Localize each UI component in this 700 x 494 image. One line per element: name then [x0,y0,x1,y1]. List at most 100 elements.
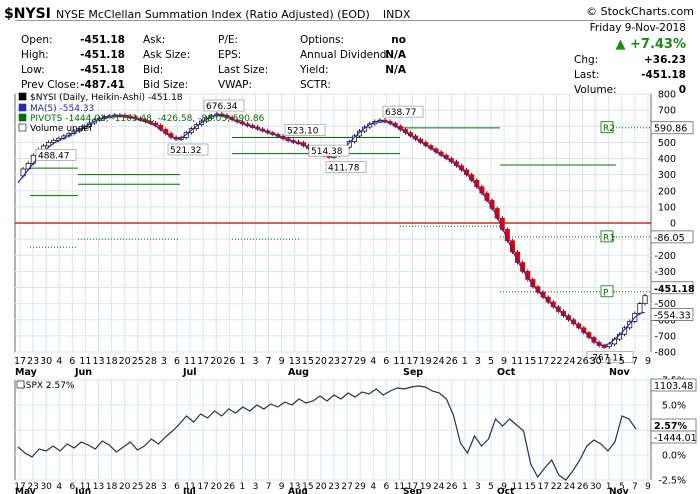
x-tick-label: 23 [328,356,340,367]
spx-month-label: May [15,487,36,494]
spx-x-tick-label: 29 [354,482,366,492]
quote-value-open: -451.18 [80,34,125,46]
month-label: Sep [403,367,423,378]
candle-down [535,286,541,293]
spx-x-tick-label: 28 [145,482,157,492]
chg-label: Chg: [574,54,599,66]
y-tick-label: -700 [654,331,676,342]
y-tick-label: 0 [670,219,676,230]
x-tick-label: 20 [315,356,327,367]
spx-x-tick-label: 27 [341,482,352,492]
candle-up [362,126,368,132]
y-tick-label: 800 [658,90,676,101]
symbol-label: $NYSI [4,6,51,22]
percent-change: ▲ +7.43% [575,37,686,52]
y-tick-label: 200 [658,186,676,197]
pivot-label: R2 [603,124,615,134]
spx-x-tick-label: 11 [394,482,405,492]
value-annotation-box [382,105,424,118]
x-tick-label: 1 [462,356,468,367]
x-tick-label: 15 [524,356,536,367]
spx-x-tick-label: 26 [224,482,236,492]
x-tick-label: 11 [184,356,196,367]
x-tick-label: 6 [383,356,389,367]
price-label: -554.33 [654,310,691,321]
x-tick-label: 9 [645,356,651,367]
x-tick-label: 27 [341,356,353,367]
spx-month-label: Sep [403,487,423,494]
spx-x-tick-label: 24 [433,482,445,492]
spx-legend-swatch [16,380,25,389]
x-tick-label: 20 [210,356,222,367]
spx-x-tick-label: 7 [632,482,638,492]
x-tick-label: 17 [406,356,418,367]
value-annotation: 523.10 [287,127,319,137]
index-name: NYSE McClellan Summation Index (Ratio Ad… [55,8,370,21]
spx-x-tick-label: 11 [511,482,522,492]
spx-y-tick-label: 0.0% [662,451,686,462]
x-tick-label: 15 [302,356,314,367]
spx-x-tick-label: 30 [40,482,52,492]
x-tick-label: 13 [92,356,104,367]
x-tick-label: 26 [223,356,235,367]
price-label: -86.05 [654,233,685,244]
pivot-label: P [603,288,609,298]
y-tick-label: -500 [654,299,676,310]
spx-x-tick-label: 15 [525,482,536,492]
spx-x-tick-label: 9 [279,482,285,492]
spx-price-label: -1444.01 [654,433,697,444]
x-tick-label: 30 [40,356,52,367]
x-tick-label: 5 [619,356,625,367]
quote-date: Friday 9-Nov-2018 [589,22,686,34]
month-label: Aug [288,367,309,378]
candle-up [642,295,648,304]
value-annotation: 514.38 [311,147,343,157]
spx-x-tick-label: 17 [407,482,418,492]
legend-entry: Volume undef [30,124,93,134]
y-tick-label: 700 [658,106,676,117]
x-tick-label: 22 [550,356,562,367]
candle-down [540,291,546,298]
chg-value: +36.23 [643,54,686,66]
candle-up [351,135,357,142]
spx-price-label-box [650,378,697,392]
x-tick-label: 9 [501,356,507,367]
x-tick-label: 20 [119,356,131,367]
spx-x-tick-label: 9 [645,482,651,492]
price-label-box [650,230,694,244]
spx-x-tick-label: 25 [132,482,143,492]
spx-x-tick-label: 9 [501,482,507,492]
x-tick-label: 9 [279,356,285,367]
spx-x-tick-label: 11 [184,482,195,492]
spx-x-tick-label: 17 [538,482,549,492]
spx-x-tick-label: 1 [240,482,246,492]
percent-change-value: +7.43% [630,37,686,52]
spx-x-tick-label: 23 [27,482,38,492]
x-tick-label: 13 [289,356,301,367]
value-annotation-box [167,143,209,156]
spx-x-tick-label: 20 [211,482,223,492]
x-tick-label: 24 [433,356,445,367]
spx-x-tick-label: 18 [106,482,118,492]
price-label: -451.18 [654,284,695,295]
spx-x-tick-label: 11 [80,482,91,492]
quote-label-open: Open: [21,34,53,46]
y-tick-label: -300 [654,267,676,278]
candle-down [555,306,561,312]
legend-entry: PIVOTS -1444.01, -1103.48, -426.58, -86.… [30,114,265,124]
month-label: May [15,367,38,378]
spx-x-tick-label: 1 [606,482,612,492]
y-tick-label: 500 [658,138,676,149]
x-tick-label: 23 [27,356,39,367]
spx-x-tick-label: 5 [488,482,494,492]
spx-month-label: Jul [182,487,196,494]
spx-month-label: Jun [74,487,91,494]
spx-x-tick-label: 4 [56,482,62,492]
spx-x-tick-label: 1 [462,482,468,492]
x-tick-label: 29 [354,356,366,367]
exchange-label: INDX [382,8,411,21]
candle-down [591,337,597,343]
quote-label-lastsize: Last Size: [218,64,269,76]
spx-y-tick-label: -2.5% [658,476,686,487]
spx-price-label: 2.57% [654,421,687,432]
